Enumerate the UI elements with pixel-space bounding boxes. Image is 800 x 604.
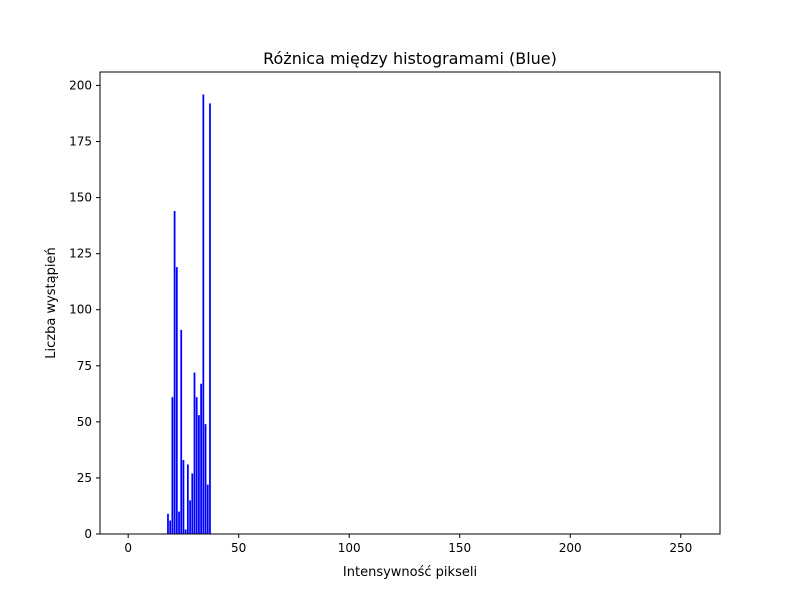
histogram-bar [167,513,169,534]
histogram-bar [173,211,176,535]
histogram-bar [171,397,174,534]
histogram-bar [193,372,196,534]
x-tick-label: 50 [231,541,246,555]
histogram-bar [195,397,198,534]
x-axis-label: Intensywność pikseli [343,565,477,580]
histogram-bar [198,415,200,534]
y-tick-label: 0 [84,527,92,541]
x-tick-label: 200 [559,541,582,555]
y-tick-label: 25 [77,471,92,485]
y-tick-label: 100 [69,303,92,317]
histogram-bar [200,383,203,534]
histogram-bar [182,459,185,534]
x-axis-ticks: 0 50 100 150 200 250 [124,534,692,555]
histogram-bar [204,424,207,534]
histogram-bar [191,473,194,534]
chart-title: Różnica między histogramami (Blue) [263,49,557,68]
histogram-bar [178,511,180,534]
histogram-bar [184,529,187,534]
x-tick-label: 250 [669,541,692,555]
histogram-bar [169,520,172,534]
y-axis-label: Liczba wystąpień [44,247,59,358]
y-axis-ticks: 0 25 50 75 100 125 150 175 200 [69,78,100,541]
histogram-bar [186,464,189,534]
y-tick-label: 50 [77,415,92,429]
histogram-bar [209,103,211,534]
y-tick-label: 200 [69,78,92,92]
histogram-bar [180,329,183,534]
histogram-bar [189,500,191,534]
y-tick-label: 75 [77,359,92,373]
y-tick-label: 175 [69,135,92,149]
y-tick-label: 150 [69,191,92,205]
x-tick-label: 100 [338,541,361,555]
bars-group [167,94,211,535]
x-tick-label: 0 [124,541,132,555]
plot-frame [99,71,721,535]
histogram-bar [206,484,209,534]
histogram-bar [175,267,178,534]
histogram-bar [202,94,205,534]
y-tick-label: 125 [69,247,92,261]
x-tick-label: 150 [448,541,471,555]
